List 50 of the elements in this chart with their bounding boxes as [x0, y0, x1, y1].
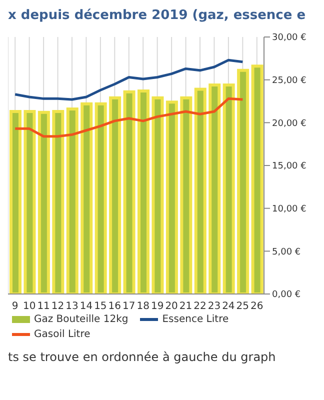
x-tick-label: 16	[108, 301, 122, 312]
bar	[208, 83, 221, 294]
x-tick-label: 9	[12, 301, 18, 312]
bar	[166, 100, 178, 294]
y-tick-label: 10,00 €	[272, 204, 307, 215]
x-tick-label: 15	[94, 301, 107, 312]
x-tick-label: 22	[194, 301, 206, 312]
x-tick-label: 14	[80, 301, 93, 312]
bar	[152, 96, 164, 294]
line-series	[14, 97, 244, 138]
y-tick-label: 30,00 €	[272, 33, 307, 44]
x-tick-label: 10	[22, 301, 36, 312]
y-tick-label: 0,00 €	[272, 290, 301, 300]
bar	[38, 110, 50, 294]
bar	[24, 110, 36, 294]
x-tick-label: 13	[66, 301, 78, 312]
bar	[66, 107, 78, 294]
y-tick-label: 25,00 €	[272, 76, 307, 86]
y-tick-label: 5,00 €	[272, 247, 301, 258]
bar	[138, 89, 150, 294]
legend-label: Gasoil Litre	[34, 329, 90, 340]
bar	[80, 102, 93, 294]
x-tick-label: 11	[37, 301, 50, 312]
x-tick-label: 26	[250, 301, 264, 312]
legend-label: Essence Litre	[162, 314, 229, 325]
bar	[194, 88, 206, 294]
x-tick-label: 17	[122, 301, 136, 312]
text: ts se trouve en ordonnée à gauche du graph	[8, 350, 277, 364]
x-tick-label: 20	[165, 301, 178, 312]
chart-title: x depuis décembre 2019 (gaz, essence e	[8, 8, 307, 23]
x-tick-label: 23	[208, 301, 221, 312]
x-tick-label: 19	[150, 301, 164, 312]
bar	[10, 110, 22, 294]
bar	[237, 68, 250, 294]
bar	[180, 96, 192, 294]
bar	[52, 110, 64, 294]
y-tick-label: 20,00 €	[272, 118, 307, 129]
y-tick-label: 15,00 €	[272, 162, 307, 172]
bar	[222, 83, 235, 294]
bar	[94, 102, 107, 294]
line-series	[14, 58, 244, 101]
bar	[109, 96, 122, 294]
x-tick-label: 12	[51, 301, 64, 312]
bar	[123, 90, 136, 294]
series-label: Gaz Bouteille 12kg	[34, 314, 128, 325]
x-tick-label: 24	[222, 301, 235, 312]
bar	[251, 64, 264, 294]
x-tick-label: 25	[236, 301, 250, 312]
x-tick-label: 18	[136, 301, 150, 312]
x-tick-label: 21	[179, 301, 192, 312]
